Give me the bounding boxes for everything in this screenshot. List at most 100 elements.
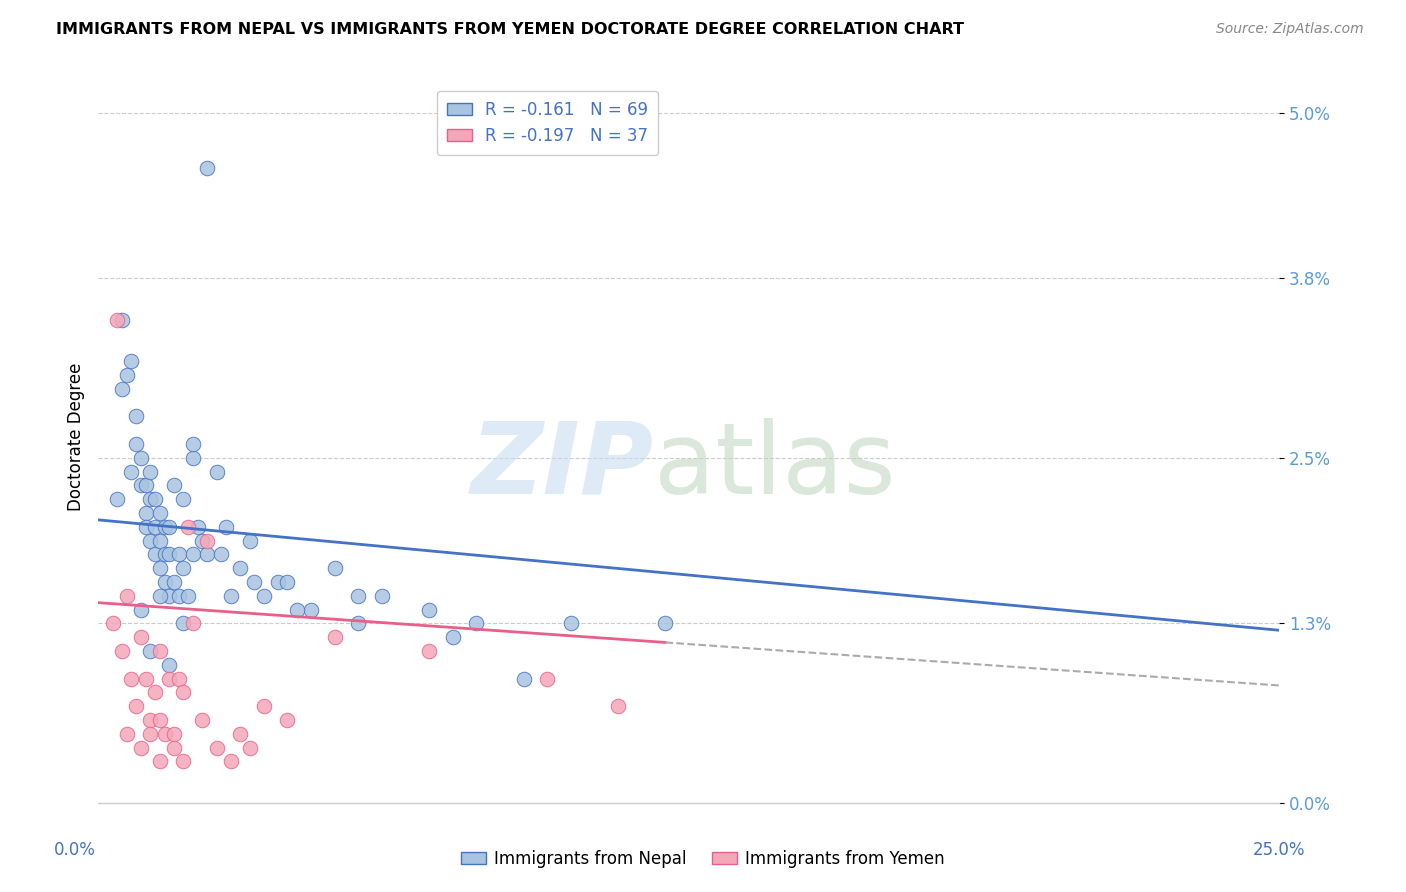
Point (143, 520, 166, 534)
Point (139, 465, 162, 479)
Point (172, 561, 194, 575)
Point (121, 672, 143, 686)
Point (299, 602, 322, 616)
Point (111, 382, 134, 396)
Point (149, 506, 172, 520)
Point (129, 630, 152, 644)
Point (149, 644, 172, 658)
Point (129, 478, 152, 492)
Point (418, 644, 440, 658)
Point (243, 574, 266, 589)
Point (371, 589, 394, 603)
Point (177, 520, 200, 534)
Point (181, 450, 204, 465)
Point (139, 727, 162, 741)
Point (157, 672, 180, 686)
Point (139, 492, 162, 507)
Point (418, 602, 440, 616)
Point (267, 574, 290, 589)
Point (153, 548, 176, 562)
Point (181, 548, 204, 562)
Point (153, 520, 176, 534)
Point (125, 409, 148, 424)
Point (167, 672, 190, 686)
Point (253, 589, 276, 603)
Point (181, 616, 204, 631)
Point (215, 520, 238, 534)
Point (157, 589, 180, 603)
Point (167, 589, 190, 603)
Point (157, 657, 180, 672)
Point (441, 630, 464, 644)
Point (239, 740, 262, 755)
Point (654, 616, 676, 631)
Point (149, 713, 172, 727)
Point (129, 740, 152, 755)
Point (347, 589, 370, 603)
Point (111, 312, 134, 326)
Point (149, 533, 172, 548)
Point (121, 354, 143, 368)
Point (139, 713, 162, 727)
Point (149, 561, 172, 575)
Point (163, 727, 186, 741)
Point (135, 478, 157, 492)
Point (139, 644, 162, 658)
Point (205, 740, 228, 755)
Point (195, 533, 218, 548)
Point (229, 727, 252, 741)
Point (187, 520, 209, 534)
Point (177, 589, 200, 603)
Point (115, 589, 138, 603)
Y-axis label: Doctorate Degree: Doctorate Degree (66, 363, 84, 511)
Point (115, 727, 138, 741)
Point (172, 616, 194, 631)
Point (191, 713, 214, 727)
Point (101, 616, 124, 631)
Point (105, 312, 128, 326)
Point (607, 699, 630, 714)
Point (125, 699, 148, 714)
Point (229, 561, 252, 575)
Point (172, 755, 194, 769)
Point (163, 478, 186, 492)
Point (111, 644, 134, 658)
Text: 25.0%: 25.0% (1253, 841, 1306, 859)
Point (135, 672, 157, 686)
Text: 0.0%: 0.0% (53, 841, 96, 859)
Point (219, 755, 242, 769)
Point (149, 589, 172, 603)
Point (465, 616, 488, 631)
Point (143, 685, 166, 699)
Point (125, 437, 148, 451)
Point (560, 616, 582, 631)
Text: Source: ZipAtlas.com: Source: ZipAtlas.com (1216, 22, 1364, 37)
Point (149, 755, 172, 769)
Point (129, 602, 152, 616)
Point (347, 616, 370, 631)
Text: ZIP: ZIP (471, 417, 654, 515)
Point (191, 533, 214, 548)
Point (195, 548, 218, 562)
Point (121, 465, 143, 479)
Point (209, 548, 232, 562)
Point (163, 574, 186, 589)
Point (153, 574, 176, 589)
Point (205, 465, 228, 479)
Point (536, 672, 558, 686)
Legend: Immigrants from Nepal, Immigrants from Yemen: Immigrants from Nepal, Immigrants from Y… (454, 844, 952, 875)
Legend: R = -0.161   N = 69, R = -0.197   N = 37: R = -0.161 N = 69, R = -0.197 N = 37 (436, 91, 658, 155)
Point (153, 727, 176, 741)
Point (239, 533, 262, 548)
Point (157, 548, 180, 562)
Point (253, 699, 276, 714)
Point (143, 548, 166, 562)
Point (172, 492, 194, 507)
Point (163, 740, 186, 755)
Point (143, 492, 166, 507)
Point (285, 602, 308, 616)
Point (105, 492, 128, 507)
Point (276, 713, 298, 727)
Point (167, 548, 190, 562)
Point (276, 574, 298, 589)
